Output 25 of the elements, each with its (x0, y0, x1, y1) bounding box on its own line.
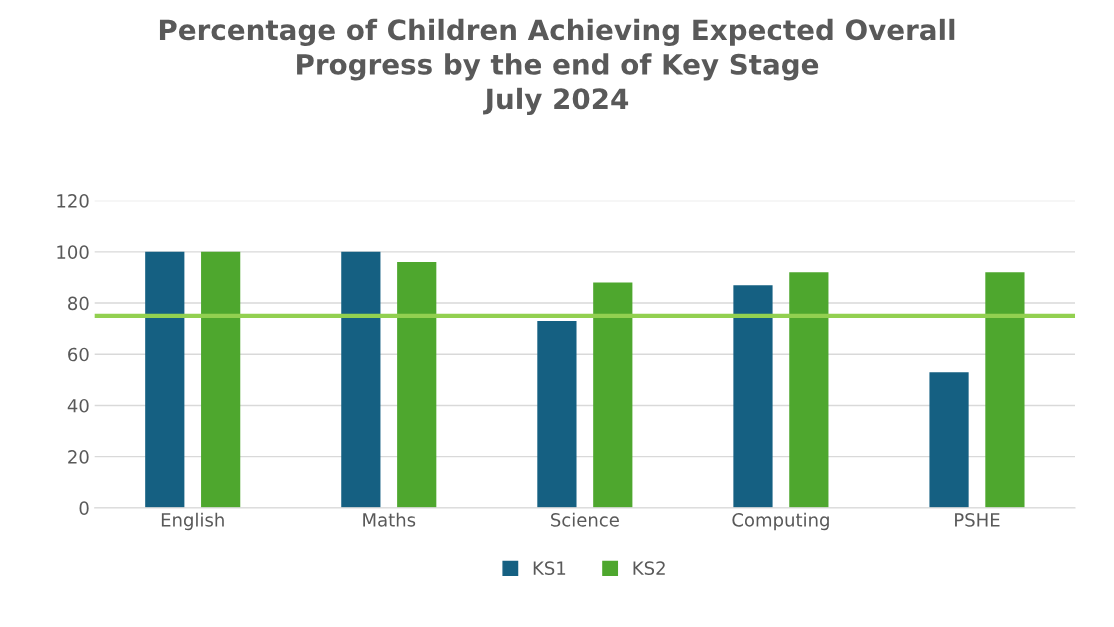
bar (145, 251, 185, 508)
bar (397, 262, 437, 508)
y-tick-label: 120 (57, 194, 89, 208)
legend-label: KS1 (533, 561, 566, 575)
bar (789, 272, 829, 508)
x-tick-label: Computing (732, 512, 829, 531)
bar (341, 251, 381, 508)
chart-title: Percentage of Children Achieving Expected Overall Progress by the end of Key Stage July 2024 (159, 18, 955, 115)
x-tick-label: Science (551, 512, 619, 527)
y-tick-label: 40 (67, 398, 89, 413)
x-tick-label: Maths (363, 512, 416, 527)
y-tick-label: 60 (68, 347, 89, 362)
x-tick-label: PSHE (955, 513, 1000, 527)
y-tick-label: 80 (68, 296, 89, 311)
y-tick-label: 20 (68, 450, 89, 464)
bar (733, 285, 773, 508)
bar (985, 272, 1025, 508)
y-tick-label: 100 (57, 245, 89, 259)
bar (929, 372, 969, 508)
bar (201, 251, 241, 508)
bar (537, 320, 577, 508)
y-tick-label: 0 (79, 501, 89, 515)
bar (593, 282, 633, 508)
x-tick-label: English (161, 512, 224, 531)
legend-label: KS2 (633, 561, 665, 575)
